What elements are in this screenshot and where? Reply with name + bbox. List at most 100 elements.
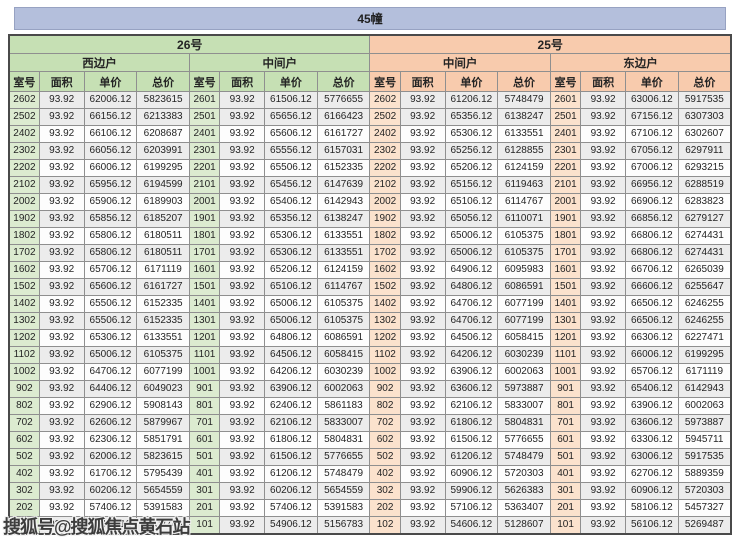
area-cell: 93.92 bbox=[399, 227, 446, 245]
unit-price-cell: 60206.12 bbox=[83, 482, 138, 500]
total-price-cell: 6077199 bbox=[497, 295, 551, 313]
room-cell: 2501 bbox=[549, 108, 582, 126]
total-price-cell: 6265039 bbox=[677, 261, 732, 279]
unit-price-cell: 65556.12 bbox=[264, 142, 318, 160]
unit-price-cell: 62306.12 bbox=[83, 431, 138, 449]
table-row: 502 93.92 62006.12 5823615 501 93.92 61506.12 5… bbox=[8, 448, 732, 466]
area-cell: 93.92 bbox=[399, 380, 446, 398]
total-price-cell: 6119463 bbox=[497, 176, 551, 194]
area-cell: 93.92 bbox=[580, 261, 626, 279]
unit-price-cell: 64506.12 bbox=[264, 346, 318, 364]
total-price-cell: 6086591 bbox=[497, 278, 551, 296]
area-cell: 93.92 bbox=[219, 380, 266, 398]
room-cell: 1501 bbox=[549, 278, 582, 296]
total-price-cell: 6133551 bbox=[136, 329, 190, 347]
area-cell: 93.92 bbox=[219, 159, 266, 177]
total-price-cell: 6283823 bbox=[677, 193, 732, 211]
room-cell: 2601 bbox=[549, 91, 582, 109]
area-cell: 93.92 bbox=[38, 91, 85, 109]
room-cell: 2202 bbox=[8, 159, 40, 177]
unit-price-cell: 60906.12 bbox=[444, 465, 499, 483]
room-cell: 1002 bbox=[8, 363, 40, 381]
table-row: 2502 93.92 66156.12 6213383 2501 93.92 65656.1… bbox=[8, 108, 732, 126]
area-cell: 93.92 bbox=[219, 244, 266, 262]
total-price-cell: 5945711 bbox=[677, 431, 732, 449]
unit-price-cell: 67056.12 bbox=[624, 142, 679, 160]
area-cell: 93.92 bbox=[399, 465, 446, 483]
room-cell: 2401 bbox=[188, 125, 221, 143]
table-row: 702 93.92 62606.12 5879967 701 93.92 62106.12 5… bbox=[8, 414, 732, 432]
room-cell: 1602 bbox=[8, 261, 40, 279]
room-cell: 202 bbox=[369, 499, 401, 517]
table-row: 1902 93.92 65856.12 6185207 1901 93.92 65356.1… bbox=[8, 210, 732, 228]
unit-price-cell: 66906.12 bbox=[624, 193, 679, 211]
unit-price-cell: 54906.12 bbox=[264, 516, 318, 535]
room-cell: 1502 bbox=[8, 278, 40, 296]
total-price-cell: 5917535 bbox=[677, 448, 732, 466]
unit-price-cell: 59906.12 bbox=[444, 482, 499, 500]
area-cell: 93.92 bbox=[580, 91, 626, 109]
area-cell: 93.92 bbox=[580, 363, 626, 381]
room-cell: 2501 bbox=[188, 108, 221, 126]
table-row: 1602 93.92 65706.12 6171119 1601 93.92 65206.1… bbox=[8, 261, 732, 279]
room-cell: 1202 bbox=[8, 329, 40, 347]
room-cell: 901 bbox=[188, 380, 221, 398]
area-cell: 93.92 bbox=[580, 516, 626, 535]
table-row: 302 93.92 60206.12 5654559 301 93.92 60206.12 5… bbox=[8, 482, 732, 500]
area-cell: 93.92 bbox=[580, 380, 626, 398]
col-unit-price-header: 单价 bbox=[624, 71, 679, 92]
area-cell: 93.92 bbox=[219, 176, 266, 194]
col-total-price-header: 总价 bbox=[316, 71, 371, 92]
room-cell: 802 bbox=[369, 397, 401, 415]
total-price-cell: 6138247 bbox=[316, 210, 371, 228]
total-price-cell: 6152335 bbox=[136, 312, 190, 330]
total-price-cell: 6124159 bbox=[316, 261, 371, 279]
col-area-header: 面积 bbox=[399, 71, 446, 92]
total-price-cell: 6133551 bbox=[497, 125, 551, 143]
room-cell: 502 bbox=[369, 448, 401, 466]
room-cell: 2202 bbox=[369, 159, 401, 177]
total-price-cell: 5861183 bbox=[316, 397, 371, 415]
area-cell: 93.92 bbox=[219, 414, 266, 432]
area-cell: 93.92 bbox=[219, 312, 266, 330]
unit-price-cell: 56106.12 bbox=[624, 516, 679, 535]
total-price-cell: 6199295 bbox=[136, 159, 190, 177]
unit-price-cell: 64706.12 bbox=[83, 363, 138, 381]
room-cell: 2201 bbox=[549, 159, 582, 177]
room-cell: 2502 bbox=[8, 108, 40, 126]
total-price-cell: 5203743 bbox=[136, 516, 190, 535]
area-cell: 93.92 bbox=[580, 397, 626, 415]
room-cell: 401 bbox=[549, 465, 582, 483]
total-price-cell: 6133551 bbox=[316, 227, 371, 245]
total-price-cell: 5654559 bbox=[136, 482, 190, 500]
area-cell: 93.92 bbox=[580, 193, 626, 211]
total-price-cell: 6297911 bbox=[677, 142, 732, 160]
area-cell: 93.92 bbox=[38, 176, 85, 194]
area-cell: 93.92 bbox=[399, 176, 446, 194]
unit-price-cell: 65306.12 bbox=[83, 329, 138, 347]
total-price-cell: 5823615 bbox=[136, 91, 190, 109]
room-cell: 2201 bbox=[188, 159, 221, 177]
total-price-cell: 6030239 bbox=[316, 363, 371, 381]
table-row: 2602 93.92 62006.12 5823615 2601 93.92 61506.1… bbox=[8, 91, 732, 109]
room-cell: 2402 bbox=[8, 125, 40, 143]
area-cell: 93.92 bbox=[399, 431, 446, 449]
area-cell: 93.92 bbox=[38, 261, 85, 279]
unit-price-cell: 65606.12 bbox=[264, 125, 318, 143]
total-price-cell: 6213383 bbox=[136, 108, 190, 126]
room-cell: 1402 bbox=[369, 295, 401, 313]
col-total-price-header: 总价 bbox=[136, 71, 190, 92]
total-price-cell: 5795439 bbox=[136, 465, 190, 483]
col-unit-price-header: 单价 bbox=[444, 71, 499, 92]
total-price-cell: 5776655 bbox=[497, 431, 551, 449]
col-total-price-header: 总价 bbox=[497, 71, 551, 92]
total-price-cell: 5391583 bbox=[316, 499, 371, 517]
area-cell: 93.92 bbox=[580, 108, 626, 126]
room-cell: 402 bbox=[8, 465, 40, 483]
room-cell: 1401 bbox=[188, 295, 221, 313]
area-cell: 93.92 bbox=[219, 346, 266, 364]
area-cell: 93.92 bbox=[399, 91, 446, 109]
unit-price-cell: 62006.12 bbox=[83, 448, 138, 466]
total-price-cell: 6307303 bbox=[677, 108, 732, 126]
